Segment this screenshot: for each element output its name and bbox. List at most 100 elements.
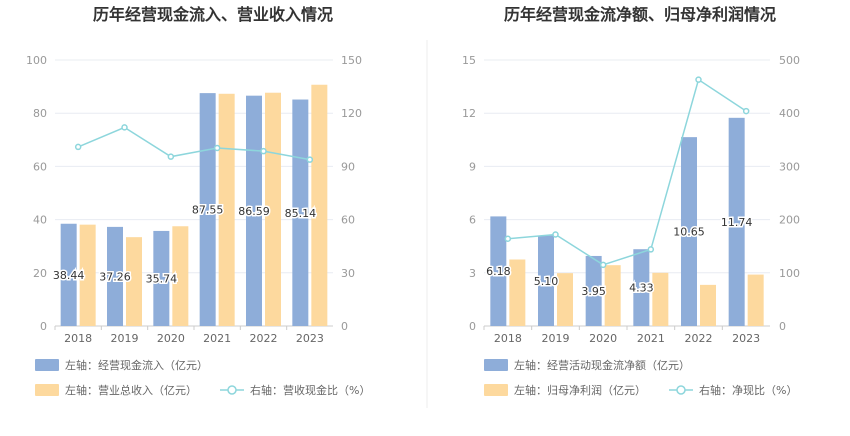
chart-title: 历年经营现金流入、营业收入情况: [93, 5, 333, 24]
bar-data-label: 86.59: [238, 205, 270, 218]
bar-series-1: [728, 117, 745, 326]
legend-line-marker: [227, 385, 237, 395]
bar-series-2: [509, 259, 526, 326]
line-point: [599, 261, 607, 269]
chart-panel-net-cashflow-profit: 历年经营现金流净额、归母净利润情况 0 0 3 100 6 200 9 300 12 400 15 50…: [462, 5, 800, 397]
bar-series-1: [246, 95, 262, 327]
bar-series-1: [585, 255, 602, 326]
bar-series-1: [490, 216, 507, 326]
bar-series-1: [681, 137, 697, 326]
line-point: [695, 76, 702, 83]
bar-series-1: [633, 249, 650, 326]
left-axis-tick-label: 0: [469, 320, 476, 333]
right-axis-tick-label: 400: [779, 107, 800, 120]
bar-series-1: [292, 99, 309, 326]
legend-label: 右轴：净现比（%）: [699, 383, 797, 397]
left-axis-tick-label: 9: [469, 160, 476, 173]
left-axis-tick-label: 12: [462, 107, 476, 120]
right-axis-tick-label: 200: [779, 214, 800, 227]
right-axis-tick-label: 60: [341, 214, 355, 227]
bar-data-label: 87.55: [192, 204, 224, 217]
right-axis-tick-label: 30: [341, 267, 355, 280]
x-axis-tick-label: 2021: [637, 332, 665, 345]
bar-data-label: 6.18: [486, 265, 511, 278]
bar-series-2: [557, 273, 573, 326]
bar-series-1: [199, 93, 216, 326]
bar-series-2: [652, 272, 669, 326]
line-series: [507, 78, 747, 266]
left-axis-tick-label: 100: [26, 54, 47, 67]
x-axis-tick-label: 2021: [203, 332, 231, 345]
x-axis-tick-label: 2022: [685, 332, 713, 345]
bar-data-label: 11.74: [721, 216, 753, 229]
x-axis-tick-label: 2020: [157, 332, 185, 345]
right-axis-tick-label: 0: [779, 320, 786, 333]
chart-panel-cash-inflow-revenue: 历年经营现金流入、营业收入情况 0 0 20 30 40 60 60 90 80 120 100 150…: [26, 5, 370, 397]
bar-data-label: 85.14: [285, 207, 317, 220]
bar-series-2: [172, 226, 189, 326]
left-axis-tick-label: 40: [33, 214, 47, 227]
legend-label: 左轴：归母净利润（亿元）: [514, 383, 646, 397]
right-axis-tick-label: 90: [341, 160, 355, 173]
line-point: [552, 231, 559, 238]
right-axis-tick-label: 300: [779, 160, 800, 173]
legend-swatch: [35, 384, 59, 396]
legend-swatch: [35, 359, 59, 371]
legend-label: 右轴：营收现金比（%）: [250, 383, 370, 397]
x-axis-tick-label: 2019: [542, 332, 570, 345]
bar-series-2: [700, 284, 716, 326]
line-point: [167, 153, 175, 160]
line-point: [74, 143, 82, 151]
bar-data-label: 38.44: [53, 269, 85, 282]
x-axis-tick-label: 2022: [250, 332, 278, 345]
x-axis-tick-label: 2020: [589, 332, 617, 345]
bar-series-2: [604, 265, 621, 326]
legend-swatch: [484, 384, 508, 396]
legend-label: 左轴：经营现金流入（亿元）: [65, 358, 208, 372]
line-point: [121, 124, 128, 131]
x-axis-tick-label: 2018: [64, 332, 92, 345]
bar-series-2: [126, 237, 142, 326]
line-point: [306, 156, 314, 163]
legend-swatch: [484, 359, 508, 371]
bar-data-label: 3.95: [581, 285, 606, 298]
line-point: [213, 144, 221, 152]
right-axis-tick-label: 0: [341, 320, 348, 333]
right-axis-tick-label: 150: [341, 54, 362, 67]
left-axis-tick-label: 80: [33, 107, 47, 120]
bar-series-1: [153, 230, 170, 326]
bar-data-label: 10.65: [673, 226, 705, 239]
bar-series-2: [747, 274, 764, 326]
bar-series-2: [265, 92, 281, 326]
bar-series-1: [60, 223, 77, 326]
left-axis-tick-label: 60: [33, 160, 47, 173]
right-axis-tick-label: 120: [341, 107, 362, 120]
bar-data-label: 37.26: [99, 270, 131, 283]
line-series: [77, 126, 310, 161]
bar-data-label: 4.33: [629, 282, 654, 295]
x-axis-tick-label: 2023: [296, 332, 324, 345]
bar-data-label: 5.10: [534, 275, 559, 288]
legend-line-marker: [676, 385, 686, 395]
line-point: [647, 246, 655, 253]
bar-series-2: [311, 84, 328, 326]
line-point: [504, 235, 512, 243]
legend-label: 左轴：经营活动现金流净额（亿元）: [514, 358, 690, 372]
x-axis-tick-label: 2019: [111, 332, 139, 345]
right-axis-tick-label: 100: [779, 267, 800, 280]
left-axis-tick-label: 3: [469, 267, 476, 280]
right-axis-tick-label: 500: [779, 54, 800, 67]
bar-series-2: [218, 93, 235, 326]
x-axis-tick-label: 2018: [494, 332, 522, 345]
legend-label: 左轴：营业总收入（亿元）: [65, 383, 197, 397]
chart-title: 历年经营现金流净额、归母净利润情况: [504, 5, 776, 24]
x-axis-tick-label: 2023: [732, 332, 760, 345]
left-axis-tick-label: 6: [469, 214, 476, 227]
line-point: [742, 107, 750, 115]
left-axis-tick-label: 15: [462, 54, 476, 67]
bar-series-2: [79, 224, 96, 326]
left-axis-tick-label: 0: [40, 320, 47, 333]
bar-data-label: 35.74: [146, 272, 178, 285]
line-point: [260, 147, 267, 155]
